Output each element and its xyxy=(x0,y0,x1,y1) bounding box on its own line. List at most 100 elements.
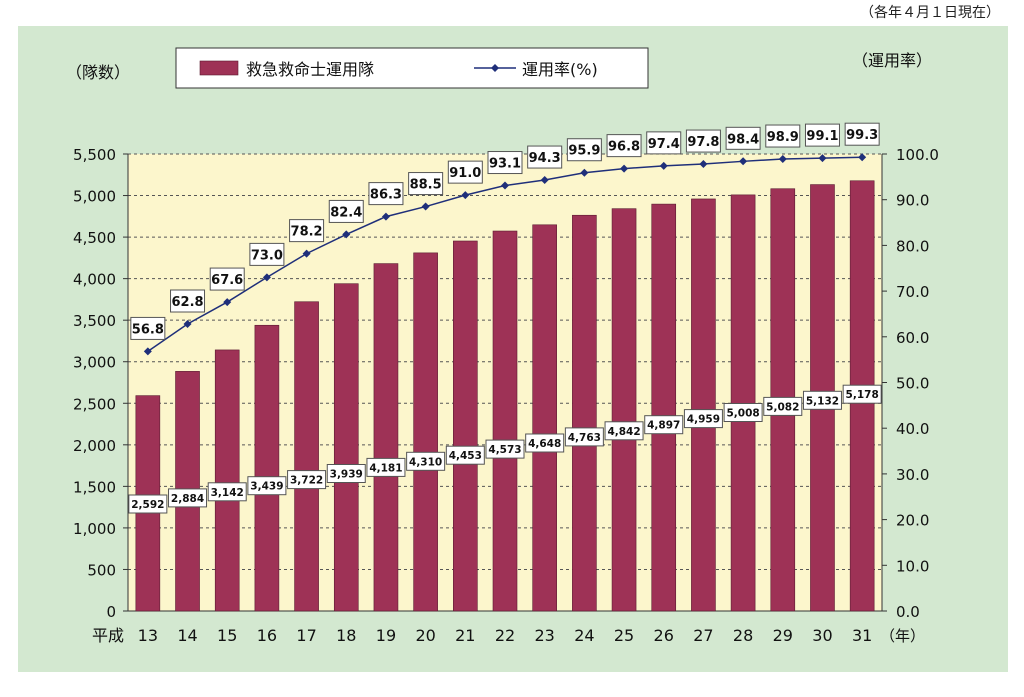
rate-label: 97.8 xyxy=(687,135,719,150)
bar xyxy=(572,214,597,612)
rate-label: 82.4 xyxy=(330,205,362,220)
rate-label: 98.9 xyxy=(767,130,799,145)
bar xyxy=(413,252,438,612)
count-label: 4,573 xyxy=(488,444,521,456)
rate-label: 67.6 xyxy=(211,273,243,288)
rate-label-box xyxy=(804,123,840,147)
rate-point xyxy=(461,191,470,200)
x-tick-label: 26 xyxy=(654,626,674,645)
date-note: （各年４月１日現在） xyxy=(860,5,1000,21)
y-left-tick-label: 500 xyxy=(87,561,116,579)
rate-label-box xyxy=(646,131,682,155)
rate-point xyxy=(262,273,271,282)
count-label: 3,142 xyxy=(211,487,244,499)
count-label: 2,592 xyxy=(131,499,164,511)
count-label: 5,008 xyxy=(726,408,759,420)
count-label-box xyxy=(406,451,446,471)
rate-label: 78.2 xyxy=(291,225,323,240)
y-right-tick-label: 50.0 xyxy=(896,375,929,393)
count-label: 4,842 xyxy=(607,426,640,438)
x-axis-prefix: 平成 xyxy=(92,626,124,645)
count-label: 2,884 xyxy=(171,493,204,505)
rate-label-box xyxy=(368,182,404,206)
count-label-box xyxy=(366,457,406,477)
count-label: 4,453 xyxy=(449,450,482,462)
count-label: 4,959 xyxy=(687,414,720,426)
rate-point xyxy=(778,155,787,164)
bar xyxy=(214,349,240,612)
count-label-box xyxy=(128,494,168,514)
x-tick-label: 18 xyxy=(336,626,356,645)
y-left-tick-label: 1,000 xyxy=(73,520,116,538)
bar xyxy=(453,240,478,612)
count-label: 4,181 xyxy=(369,462,402,474)
y-right-tick-label: 40.0 xyxy=(896,420,929,438)
count-label-box xyxy=(604,421,644,441)
y-left-axis-label: （隊数） xyxy=(66,63,130,82)
legend-bar-swatch xyxy=(199,60,239,76)
y-right-tick-label: 60.0 xyxy=(896,329,929,347)
x-tick-label: 19 xyxy=(376,626,396,645)
count-label-box xyxy=(683,409,723,429)
count-label-box xyxy=(247,476,287,496)
rate-label-box xyxy=(289,219,325,243)
rate-label-box xyxy=(725,126,761,150)
rate-label-box xyxy=(487,151,523,175)
rate-label: 95.9 xyxy=(568,144,600,159)
y-right-tick-label: 70.0 xyxy=(896,283,929,301)
bar xyxy=(333,283,359,612)
rate-label-box xyxy=(328,199,364,223)
bar xyxy=(532,224,557,612)
rate-label: 97.4 xyxy=(648,137,680,152)
rate-point xyxy=(183,320,192,329)
x-tick-label: 16 xyxy=(257,626,277,645)
rate-label: 94.3 xyxy=(529,151,561,166)
y-right-tick-label: 0.0 xyxy=(896,603,920,621)
count-label: 5,178 xyxy=(846,389,879,401)
count-label-box xyxy=(445,445,485,465)
count-label: 5,082 xyxy=(766,401,799,413)
count-label-box xyxy=(802,390,842,410)
y-left-tick-label: 5,500 xyxy=(73,146,116,164)
y-right-axis-label: （運用率） xyxy=(852,51,932,70)
rate-label-box xyxy=(566,138,602,162)
rate-label: 99.3 xyxy=(846,128,878,143)
y-right-tick-label: 90.0 xyxy=(896,192,929,210)
rate-point xyxy=(540,176,549,185)
rate-label-box xyxy=(685,129,721,153)
count-label-box xyxy=(564,427,604,447)
x-tick-label: 13 xyxy=(138,626,158,645)
rate-label: 96.8 xyxy=(608,140,640,155)
rate-label: 56.8 xyxy=(132,322,164,337)
count-label-box xyxy=(842,384,882,404)
rate-point xyxy=(421,202,430,211)
rate-point xyxy=(739,157,748,166)
y-left-tick-label: 3,500 xyxy=(73,312,116,330)
rate-label-box xyxy=(606,134,642,158)
x-tick-label: 31 xyxy=(852,626,872,645)
y-left-tick-label: 4,000 xyxy=(73,271,116,289)
legend-box xyxy=(175,47,649,89)
rate-label-box xyxy=(527,145,563,169)
rate-label-box xyxy=(844,122,880,146)
y-left-tick-label: 1,500 xyxy=(73,478,116,496)
x-tick-label: 29 xyxy=(773,626,793,645)
bar xyxy=(730,194,756,612)
count-label-box xyxy=(168,488,208,508)
rate-label: 98.4 xyxy=(727,132,759,147)
y-left-tick-label: 4,500 xyxy=(73,229,116,247)
bar xyxy=(373,263,399,612)
rate-point xyxy=(143,347,152,356)
legend-bar-label: 救急救命士運用隊 xyxy=(246,60,374,79)
x-tick-label: 14 xyxy=(177,626,197,645)
rate-point xyxy=(699,160,708,169)
rate-label-box xyxy=(765,124,801,148)
y-left-tick-label: 0 xyxy=(106,603,116,621)
bar xyxy=(254,324,280,612)
rate-point xyxy=(659,161,668,170)
rate-label-box xyxy=(408,172,444,196)
legend-line-label: 運用率(%) xyxy=(522,60,598,79)
y-left-tick-label: 5,000 xyxy=(73,188,116,206)
y-right-tick-label: 80.0 xyxy=(896,237,929,255)
x-tick-label: 25 xyxy=(614,626,634,645)
